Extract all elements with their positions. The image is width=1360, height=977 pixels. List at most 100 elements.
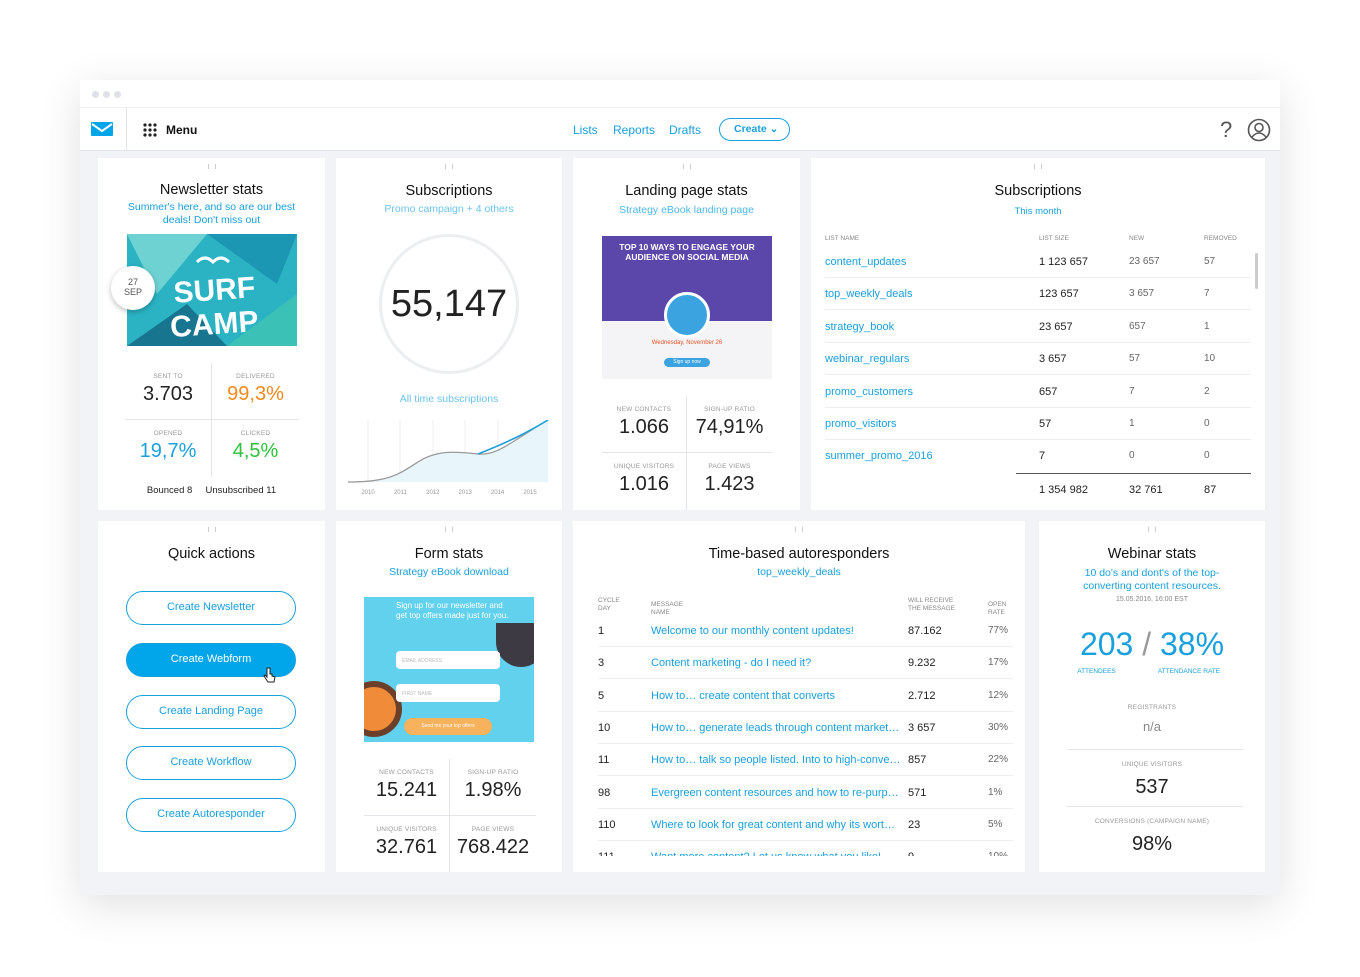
stat-cell: UNIQUE VISITORS 32.761 [364, 816, 450, 872]
create-button[interactable]: Create ⌄ [719, 118, 790, 141]
nav-link[interactable]: Lists [573, 123, 598, 137]
help-button[interactable]: ? [1220, 117, 1233, 142]
newsletter-footer: Bounced 8 Unsubscribed 11 [98, 485, 325, 496]
cell: 3 [598, 657, 605, 670]
cell: 10 [1204, 353, 1216, 365]
message-link[interactable]: How to… generate leads through content m… [651, 721, 901, 734]
cell: 11 [598, 754, 610, 767]
attendees-value: 203 [1079, 626, 1134, 662]
action-button[interactable]: Create Newsletter [126, 591, 296, 625]
stat-value: 4,5% [232, 440, 279, 462]
stat-value: 1.066 [618, 416, 670, 438]
stat-label: NEW CONTACTS [379, 769, 434, 776]
cell: 9 [908, 851, 914, 856]
cell: 111 [598, 851, 615, 856]
message-link[interactable]: How to… talk so people listed. Into to h… [651, 754, 901, 767]
logo[interactable] [90, 121, 114, 137]
list-link[interactable]: promo_visitors [825, 418, 897, 430]
stat-cell: NEW CONTACTS 15.241 [364, 759, 450, 816]
date-month: SEP [123, 287, 142, 297]
cell: 7 [1129, 385, 1135, 397]
stat-value: 1.016 [618, 473, 670, 495]
stat-label: SENT TO [153, 373, 183, 380]
cell: 9.232 [908, 657, 936, 670]
message-link[interactable]: Evergreen content resources and how to r… [651, 786, 901, 799]
cell: 12% [988, 689, 1009, 701]
message-link[interactable]: How to… create content that converts [651, 689, 836, 702]
column-header: REMOVED [1204, 235, 1237, 242]
stat-label: SIGN-UP RATIO [704, 406, 755, 413]
column-header: MESSAGE NAME [651, 601, 684, 616]
table-row: 111 Want more content? Let us know what y… [598, 841, 1013, 856]
totals-rule [1016, 473, 1251, 474]
menu-link[interactable]: Menu [166, 123, 198, 137]
stat-cell: UNIQUE VISITORS 1.016 [602, 453, 687, 510]
table-row: 11 How to… talk so people listed. Into to… [598, 744, 1013, 777]
cell: 1% [988, 786, 1003, 798]
nav-link[interactable]: Drafts [669, 123, 702, 137]
drag-handle [207, 527, 216, 532]
separator: / [1142, 626, 1152, 662]
user-icon[interactable] [1247, 118, 1271, 142]
column-header: WILL RECEIVE THE MESSAGE [908, 597, 955, 612]
cell: 2.712 [908, 689, 936, 702]
stat-cell: CLICKED 4,5% [212, 420, 299, 477]
year-label: 2014 [491, 490, 505, 496]
nav-link[interactable]: Reports [613, 123, 656, 137]
cell: 1 [1129, 418, 1135, 429]
stat-cell: SENT TO 3.703 [125, 363, 212, 420]
trend-chart: 2010 2011 2012 2013 2014 2015 [348, 420, 549, 496]
bounced-value: 8 [187, 485, 193, 496]
message-link[interactable]: Content marketing - do I need it? [651, 657, 812, 670]
stat-value: 537 [1135, 776, 1169, 798]
action-button[interactable]: Create Workflow [126, 746, 296, 781]
list-link[interactable]: summer_promo_2016 [825, 450, 933, 463]
table-row: 10 How to… generate leads through content… [598, 712, 1013, 744]
webinar-date: 15.05.2016, 16:00 EST [1116, 596, 1188, 603]
cell: 1 123 657 [1039, 256, 1088, 268]
drag-handle [682, 164, 691, 169]
list-link[interactable]: webinar_regulars [825, 353, 910, 366]
window-dot [103, 91, 110, 98]
cell: 571 [908, 786, 927, 799]
autoresponders-table: CYCLE DAY MESSAGE NAME WILL RECEIVE THE ME… [573, 521, 1025, 856]
bounced-label: Bounced [146, 485, 185, 496]
message-link[interactable]: Welcome to our monthly content updates! [651, 625, 854, 637]
cell: 3 657 [1129, 288, 1155, 300]
card-subtitle: 10 do's and dont's of the top-converting… [1083, 567, 1221, 592]
column-header: OPEN RATE [988, 601, 1007, 616]
action-button[interactable]: Create Autoresponder [126, 798, 296, 833]
action-button[interactable]: Create Landing Page [126, 694, 296, 729]
message-link[interactable]: Where to look for great content and why … [651, 818, 901, 831]
cell: 3 657 [908, 721, 936, 734]
cell: 57 [1204, 256, 1216, 267]
window-dot [92, 91, 99, 98]
message-link[interactable]: Want more content? Let us know what you … [651, 851, 901, 856]
nav-bar: Menu Lists Reports Drafts Create ⌄ ? [80, 108, 1280, 151]
table-row: promo_customers 657 7 2 [825, 376, 1251, 408]
drag-handle [795, 527, 803, 532]
landing-image: TOP 10 WAYS TO ENGAGE YOUR AUDIENCE ON S… [602, 236, 772, 379]
table-row: content_updates 1 123 657 23 657 57 [825, 246, 1251, 278]
date-badge: 27 SEP [111, 266, 155, 310]
list-link[interactable]: promo_customers [825, 385, 914, 398]
cell: 87.162 [908, 625, 942, 637]
form-image: Sign up for our newsletter and get top o… [364, 597, 534, 742]
card-subtitle: top_weekly_deals [757, 566, 841, 578]
stat-cell: SIGN-UP RATIO 1.98% [450, 759, 536, 816]
year-label: 2012 [426, 490, 440, 496]
list-link[interactable]: top_weekly_deals [825, 288, 913, 301]
cell: 10% [988, 851, 1008, 856]
table-row: 5 How to… create content that converts 2.7… [598, 680, 1013, 712]
stat-cell: PAGE VIEWS 768.422 [450, 816, 536, 872]
subs-table: LIST NAME LIST SIZE NEW REMOVED content_upda… [811, 158, 1265, 510]
list-link[interactable]: content_updates [825, 256, 907, 268]
card-subtitle: Strategy eBook landing page [619, 204, 754, 216]
autoresponders-card: Time-based autoresponders top_weekly_dea… [573, 521, 1025, 872]
card-title: Subscriptions [405, 183, 493, 199]
menu-icon[interactable] [143, 123, 157, 137]
table-row: 110 Where to look for great content and w… [598, 809, 1013, 841]
total: 1 354 982 [1039, 484, 1088, 496]
stat-value: 98% [1131, 833, 1173, 855]
list-link[interactable]: strategy_book [825, 320, 895, 333]
